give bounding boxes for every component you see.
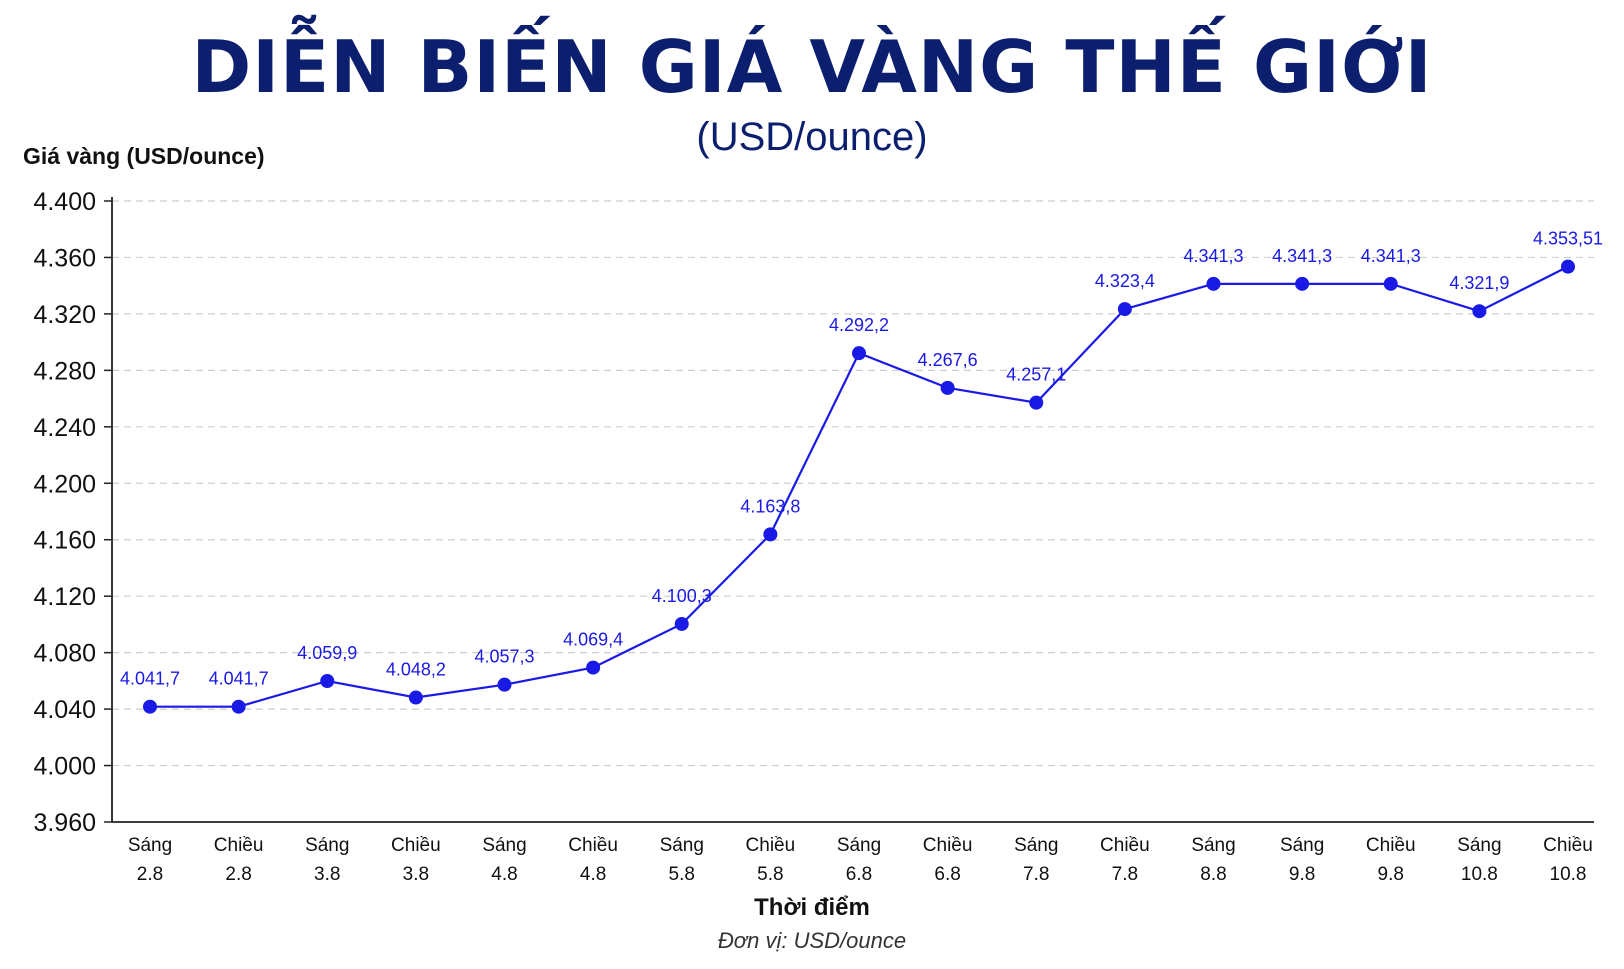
data-label: 4.041,7: [120, 669, 180, 689]
y-tick-label: 4.320: [33, 301, 96, 329]
data-label: 4.100,3: [652, 586, 712, 606]
data-point: [320, 674, 335, 689]
x-tick-label: Chiều 7.8: [1100, 835, 1150, 885]
data-point: [1472, 304, 1487, 319]
data-label: 4.257,1: [1006, 365, 1066, 385]
x-tick-label: Chiều 6.8: [923, 835, 973, 885]
x-tick-label: Sáng 10.8: [1457, 835, 1501, 885]
data-point: [586, 660, 601, 675]
x-tick-label: Chiều 9.8: [1366, 835, 1416, 885]
y-axis-title: Giá vàng (USD/ounce): [23, 143, 265, 169]
y-tick-label: 4.160: [33, 527, 96, 555]
data-point: [1383, 276, 1398, 291]
x-tick-label: Chiều 4.8: [568, 835, 618, 885]
data-label: 4.059,9: [297, 643, 357, 663]
data-label: 4.292,2: [829, 315, 889, 335]
chart-title: DIỄN BIẾN GIÁ VÀNG THẾ GIỚI: [191, 25, 1433, 109]
data-label: 4.163,8: [740, 496, 800, 516]
x-tick-label: Chiều 2.8: [214, 835, 264, 885]
data-point: [852, 346, 866, 361]
x-tick-label: Chiều 5.8: [746, 835, 796, 885]
data-point: [1206, 276, 1221, 291]
y-tick-label: 4.360: [33, 244, 96, 272]
x-tick-label: Sáng 3.8: [305, 835, 349, 885]
data-point: [143, 699, 157, 714]
data-label: 4.321,9: [1449, 273, 1509, 293]
y-tick-label: 4.080: [33, 640, 96, 668]
y-tick-label: 4.240: [33, 414, 96, 442]
data-points: [143, 259, 1575, 714]
x-tick-label: Chiều 10.8: [1543, 835, 1593, 885]
data-label: 4.057,3: [474, 647, 534, 667]
x-tick-label: Sáng 6.8: [837, 835, 881, 885]
data-point: [497, 677, 512, 692]
y-tick-label: 4.200: [33, 470, 96, 498]
axes: [104, 197, 1594, 823]
data-label: 4.341,3: [1183, 246, 1243, 266]
data-point: [940, 380, 955, 395]
data-label: 4.341,3: [1361, 246, 1421, 266]
data-point: [231, 699, 246, 714]
x-tick-label: Sáng 9.8: [1280, 835, 1324, 885]
x-tick-label: Sáng 7.8: [1014, 835, 1058, 885]
data-point: [1295, 276, 1310, 291]
x-tick-label: Sáng 8.8: [1191, 835, 1235, 885]
y-tick-label: 4.040: [33, 696, 96, 724]
y-tick-label: 4.000: [33, 753, 96, 781]
data-label: 4.048,2: [386, 660, 446, 680]
data-point: [674, 616, 689, 631]
y-tick-label: 4.280: [33, 357, 96, 385]
unit-note: Đơn vị: USD/ounce: [717, 928, 907, 953]
data-point: [1029, 395, 1044, 410]
data-label: 4.353,51: [1533, 229, 1603, 249]
data-label: 4.069,4: [563, 630, 623, 650]
data-point: [408, 690, 423, 705]
gridlines: [112, 200, 1594, 767]
x-tick-label: Sáng 4.8: [482, 835, 526, 885]
y-tick-labels: 3.960 4.000 4.040 4.080 4.120 4.160 4.200 4.240…: [33, 188, 96, 837]
data-point: [1561, 259, 1575, 274]
data-label: 4.341,3: [1272, 246, 1332, 266]
data-point: [1117, 302, 1132, 317]
y-tick-label: 4.120: [33, 583, 96, 611]
x-tick-label: Sáng 2.8: [128, 835, 172, 885]
data-labels: 4.041,7 4.041,7 4.059,9 4.048,2 4.057,3 4.069…: [120, 229, 1603, 689]
data-label: 4.041,7: [209, 669, 269, 689]
data-label: 4.267,6: [918, 350, 978, 370]
y-tick-label: 3.960: [33, 809, 96, 837]
data-point: [763, 527, 778, 542]
chart-subtitle: (USD/ounce): [696, 115, 928, 159]
x-tick-labels: Sáng 2.8 Chiều 2.8 Sáng 3.8 Chiều 3.8 Sáng 4.8 Chi…: [128, 835, 1593, 885]
y-tick-label: 4.400: [33, 188, 96, 216]
x-axis-title: Thời điểm: [754, 894, 870, 921]
x-tick-label: Sáng 5.8: [660, 835, 704, 885]
x-tick-label: Chiều 3.8: [391, 835, 441, 885]
data-label: 4.323,4: [1095, 271, 1155, 291]
